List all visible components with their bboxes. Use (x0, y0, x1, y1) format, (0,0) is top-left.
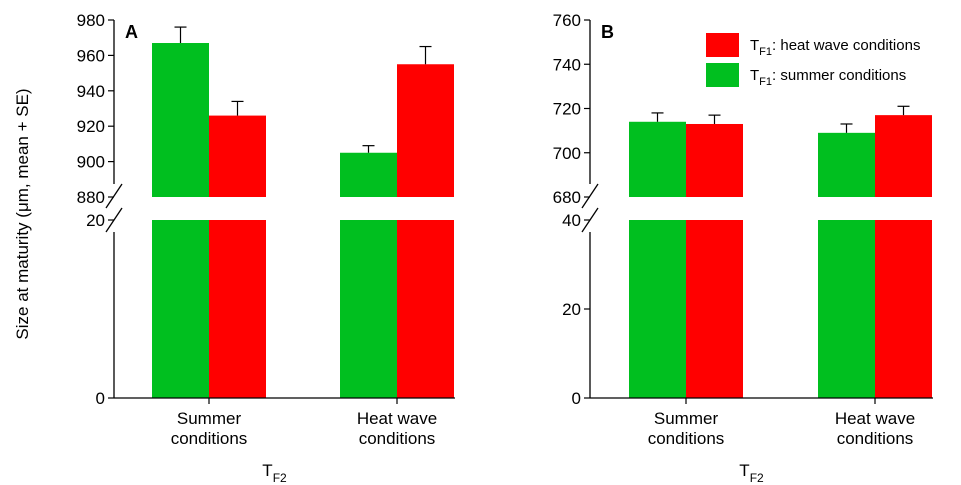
bar-lower-summer-1 (340, 220, 397, 398)
bar-summer-0 (629, 121, 686, 197)
panel-label: B (601, 22, 614, 42)
y-tick-label: 940 (77, 82, 105, 101)
bar-summer-0 (152, 43, 209, 198)
panel-b: 68070072074076002040SummerconditionsHeat… (553, 11, 933, 485)
x-category-label: Summer (654, 409, 719, 428)
y-tick-label: 960 (77, 46, 105, 65)
x-axis-title-subscript: F2 (273, 471, 287, 485)
y-tick-label: 900 (77, 153, 105, 172)
legend-label-text: : summer conditions (772, 67, 906, 84)
bar-summer-1 (340, 152, 397, 197)
bar-lower-summer-0 (152, 220, 209, 398)
x-axis-title: TF2 (262, 461, 287, 485)
x-category-label: Heat wave (835, 409, 915, 428)
x-category-label: conditions (837, 429, 914, 448)
axis-break-mark-upper (105, 183, 123, 209)
y-tick-label: 720 (553, 100, 581, 119)
x-category-label: conditions (648, 429, 725, 448)
bar-heat-1 (397, 64, 454, 197)
x-axis-title-base: T (739, 461, 749, 480)
x-category-label: Heat wave (357, 409, 437, 428)
bar-lower-heat-1 (397, 220, 454, 398)
legend-label-subscript: F1 (759, 76, 772, 88)
y-tick-label: 700 (553, 144, 581, 163)
y-tick-label: 0 (572, 389, 581, 408)
bar-summer-1 (818, 132, 875, 197)
x-axis-title-subscript: F2 (750, 471, 764, 485)
bar-lower-summer-0 (629, 220, 686, 398)
bar-heat-1 (875, 115, 932, 197)
x-axis-title-base: T (262, 461, 272, 480)
bar-heat-0 (686, 123, 743, 197)
y-tick-label: 680 (553, 188, 581, 207)
x-axis-title: TF2 (739, 461, 764, 485)
x-category-label: Summer (177, 409, 242, 428)
legend-label-text: : heat wave conditions (772, 37, 920, 54)
legend-label-base: T (750, 67, 759, 84)
y-tick-label: 40 (562, 211, 581, 230)
bar-lower-summer-1 (818, 220, 875, 398)
legend-swatch-summer (706, 63, 739, 87)
panel-a: 880900920940960980020SummerconditionsHea… (77, 11, 455, 485)
x-category-label: conditions (171, 429, 248, 448)
y-axis-title: Size at maturity (μm, mean + SE) (13, 88, 32, 339)
bar-lower-heat-0 (686, 220, 743, 398)
legend-swatch-heat (706, 33, 739, 57)
y-tick-label: 20 (562, 300, 581, 319)
y-tick-label: 0 (96, 389, 105, 408)
bar-lower-heat-0 (209, 220, 266, 398)
y-tick-label: 760 (553, 11, 581, 30)
bar-lower-heat-1 (875, 220, 932, 398)
axis-break-mark-upper (581, 183, 599, 209)
y-tick-label: 740 (553, 55, 581, 74)
y-tick-label: 20 (86, 211, 105, 230)
y-tick-label: 920 (77, 117, 105, 136)
legend-label-summer: TF1: summer conditions (750, 67, 906, 88)
x-category-label: conditions (359, 429, 436, 448)
y-tick-label: 980 (77, 11, 105, 30)
legend-label-heat: TF1: heat wave conditions (750, 37, 920, 58)
legend-label-subscript: F1 (759, 46, 772, 58)
legend-label-base: T (750, 37, 759, 54)
bar-heat-0 (209, 115, 266, 197)
y-tick-label: 880 (77, 188, 105, 207)
panel-label: A (125, 22, 138, 42)
